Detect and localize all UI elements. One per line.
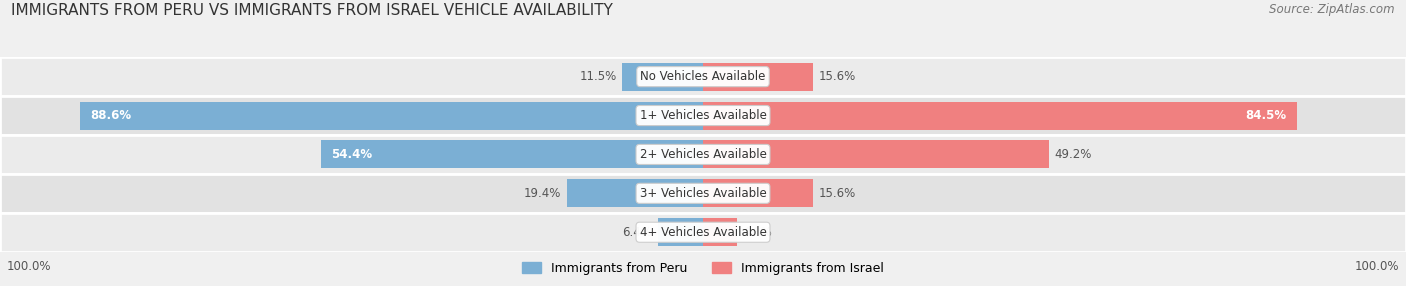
Text: 100.0%: 100.0% bbox=[7, 260, 52, 273]
Bar bbox=[0, 96, 1406, 135]
Text: 49.2%: 49.2% bbox=[1054, 148, 1092, 161]
Bar bbox=[703, 102, 1296, 130]
Bar bbox=[621, 63, 703, 91]
Text: 100.0%: 100.0% bbox=[1354, 260, 1399, 273]
Bar bbox=[0, 174, 1406, 213]
Legend: Immigrants from Peru, Immigrants from Israel: Immigrants from Peru, Immigrants from Is… bbox=[517, 257, 889, 280]
Text: 84.5%: 84.5% bbox=[1246, 109, 1286, 122]
Bar bbox=[703, 179, 813, 207]
Text: 15.6%: 15.6% bbox=[818, 187, 855, 200]
Bar bbox=[703, 218, 737, 246]
Text: 88.6%: 88.6% bbox=[91, 109, 132, 122]
Text: 19.4%: 19.4% bbox=[523, 187, 561, 200]
Text: 4.8%: 4.8% bbox=[742, 226, 772, 239]
Text: 15.6%: 15.6% bbox=[818, 70, 855, 83]
Bar bbox=[321, 140, 703, 168]
Text: 2+ Vehicles Available: 2+ Vehicles Available bbox=[640, 148, 766, 161]
Text: 4+ Vehicles Available: 4+ Vehicles Available bbox=[640, 226, 766, 239]
Text: IMMIGRANTS FROM PERU VS IMMIGRANTS FROM ISRAEL VEHICLE AVAILABILITY: IMMIGRANTS FROM PERU VS IMMIGRANTS FROM … bbox=[11, 3, 613, 18]
Text: 54.4%: 54.4% bbox=[332, 148, 373, 161]
Bar bbox=[80, 102, 703, 130]
Text: No Vehicles Available: No Vehicles Available bbox=[640, 70, 766, 83]
Bar bbox=[0, 213, 1406, 252]
Bar bbox=[0, 57, 1406, 96]
Bar bbox=[703, 63, 813, 91]
Text: Source: ZipAtlas.com: Source: ZipAtlas.com bbox=[1270, 3, 1395, 16]
Text: 6.4%: 6.4% bbox=[623, 226, 652, 239]
Bar bbox=[703, 140, 1049, 168]
Bar bbox=[567, 179, 703, 207]
Text: 3+ Vehicles Available: 3+ Vehicles Available bbox=[640, 187, 766, 200]
Text: 1+ Vehicles Available: 1+ Vehicles Available bbox=[640, 109, 766, 122]
Bar bbox=[658, 218, 703, 246]
Text: 11.5%: 11.5% bbox=[579, 70, 616, 83]
Bar bbox=[0, 135, 1406, 174]
